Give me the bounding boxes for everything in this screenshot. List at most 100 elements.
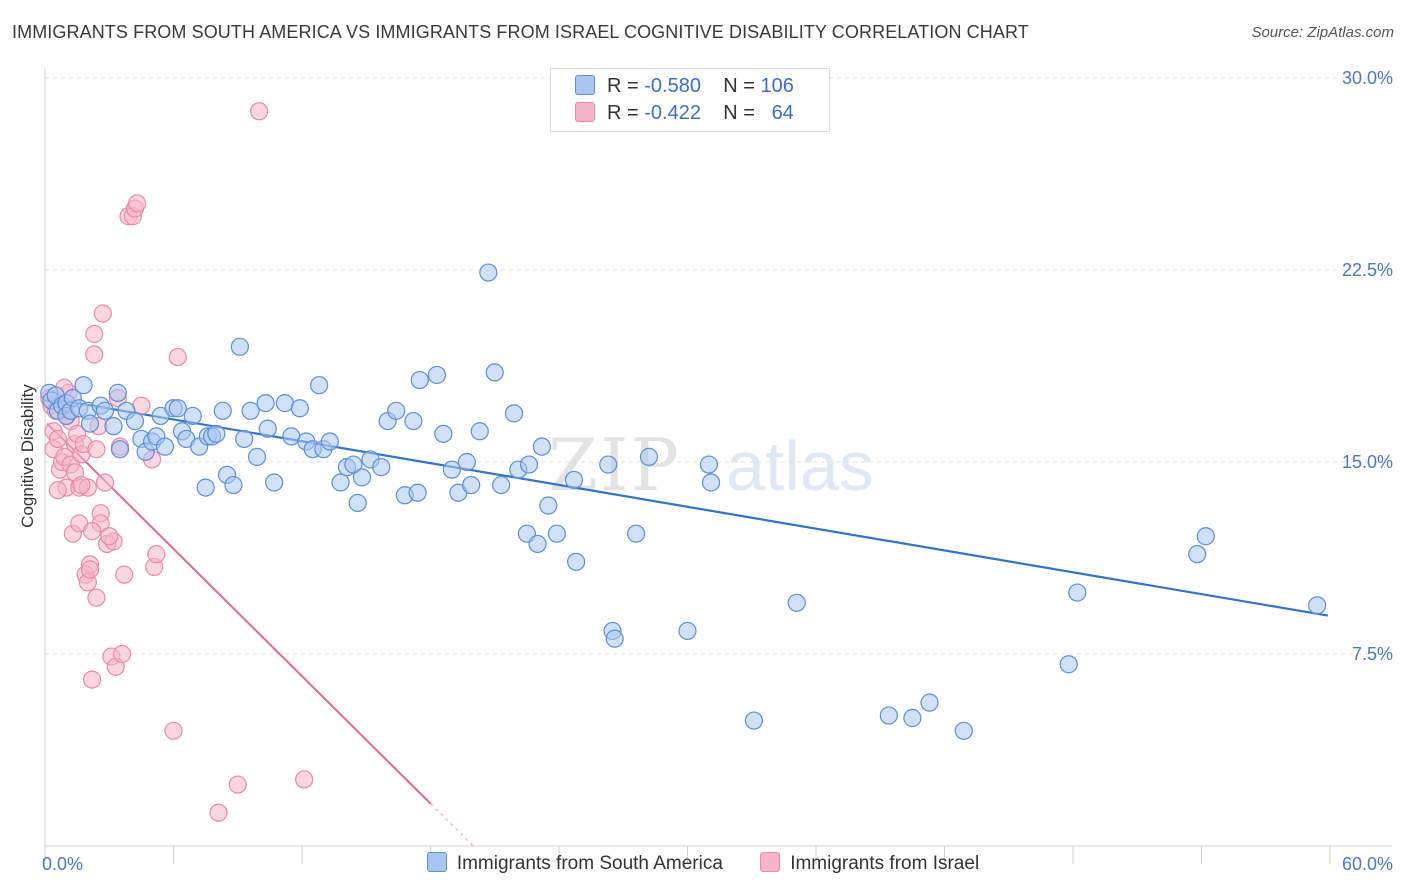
point-israel — [168, 347, 187, 367]
watermark: ZIP atlas — [548, 423, 874, 507]
point-israel — [147, 545, 166, 564]
point-israel — [83, 670, 102, 689]
point-south-america — [532, 437, 551, 456]
point-south-america — [331, 473, 350, 492]
point-israel — [48, 481, 67, 500]
stats-legend: R = -0.580 N = 106 R = -0.422 N = 64 — [550, 68, 830, 132]
point-south-america — [213, 401, 232, 420]
point-south-america — [404, 411, 423, 431]
point-south-america — [95, 401, 115, 420]
point-south-america — [699, 455, 719, 474]
point-south-america — [241, 401, 260, 420]
legend-swatch-south-america — [426, 852, 447, 872]
point-israel — [100, 527, 119, 546]
point-israel — [127, 194, 147, 213]
point-south-america — [256, 394, 275, 413]
y-tick-label: 15.0% — [1342, 452, 1393, 472]
point-south-america — [787, 593, 806, 612]
point-south-america — [427, 365, 447, 385]
legend-swatch-south-america — [575, 75, 595, 95]
legend-label: Immigrants from Israel — [790, 853, 980, 874]
point-south-america — [310, 376, 329, 395]
point-south-america — [639, 447, 659, 466]
point-south-america — [80, 414, 100, 433]
point-south-america — [74, 376, 93, 395]
point-israel — [295, 770, 314, 789]
point-south-america — [196, 478, 215, 497]
point-south-america — [183, 406, 202, 426]
n-label: N = — [723, 102, 755, 124]
point-south-america — [1308, 596, 1327, 615]
point-south-america — [348, 493, 367, 513]
point-israel — [85, 345, 104, 364]
point-south-america — [479, 263, 498, 282]
point-south-america — [701, 473, 721, 492]
point-south-america — [320, 432, 339, 451]
point-south-america — [485, 363, 504, 382]
y-tick-label: 7.5% — [1352, 644, 1393, 664]
point-south-america — [1188, 545, 1207, 564]
point-south-america — [387, 401, 406, 420]
point-south-america — [1196, 527, 1215, 546]
x-tick-label-min: 0.0% — [42, 854, 83, 874]
n-label: N = — [723, 75, 755, 97]
point-south-america — [168, 399, 187, 418]
watermark-atlas: atlas — [726, 427, 874, 505]
point-south-america — [504, 404, 524, 423]
axes — [44, 68, 1392, 864]
point-israel — [87, 588, 106, 607]
point-south-america — [410, 370, 429, 390]
point-south-america — [528, 534, 547, 554]
chart-title: IMMIGRANTS FROM SOUTH AMERICA VS IMMIGRA… — [12, 22, 1029, 42]
point-israel — [93, 304, 112, 323]
point-south-america — [539, 496, 558, 515]
point-south-america — [567, 552, 586, 571]
point-south-america — [108, 383, 127, 402]
point-south-america — [230, 337, 249, 356]
r-value: -0.422 — [644, 102, 701, 124]
r-label: R = — [607, 102, 639, 124]
point-south-america — [110, 440, 130, 459]
point-south-america — [258, 419, 277, 438]
point-israel — [112, 644, 132, 664]
point-south-america — [457, 452, 477, 472]
point-south-america — [442, 460, 462, 479]
legend-swatch-israel — [760, 852, 781, 872]
point-south-america — [235, 429, 254, 449]
point-israel — [80, 560, 100, 579]
point-south-america — [470, 422, 489, 441]
point-israel — [87, 440, 106, 459]
point-south-america — [155, 437, 175, 456]
point-south-america — [462, 475, 481, 495]
point-israel — [83, 522, 102, 541]
point-south-america — [1059, 655, 1078, 674]
x-tick-label-max: 60.0% — [1342, 854, 1393, 874]
stats-legend-row-south-america: R = -0.580 N = 106 — [575, 75, 794, 98]
point-south-america — [352, 468, 372, 487]
point-south-america — [265, 473, 284, 492]
point-south-america — [247, 447, 267, 466]
point-south-america — [125, 411, 145, 431]
series-legend: Immigrants from South America Immigrants… — [0, 852, 1406, 875]
point-south-america — [678, 621, 697, 641]
point-israel — [72, 475, 91, 495]
legend-item-south-america: Immigrants from South America — [426, 852, 723, 875]
point-israel — [48, 429, 67, 449]
source-credit: Source: ZipAtlas.com — [1251, 24, 1394, 41]
stats-legend-row-israel: R = -0.422 N = 64 — [575, 102, 794, 125]
point-south-america — [492, 475, 511, 495]
point-south-america — [920, 693, 939, 712]
point-south-america — [1068, 583, 1087, 602]
point-israel — [228, 775, 247, 794]
trendline-south-america — [46, 396, 1329, 617]
n-value: 106 — [760, 75, 794, 97]
r-value: -0.580 — [644, 75, 701, 97]
point-israel — [209, 803, 228, 822]
axis-ticks: 7.5% 15.0% 22.5% 30.0% 0.0% 60.0% — [42, 68, 1393, 874]
n-value: 64 — [771, 102, 794, 124]
legend-item-israel: Immigrants from Israel — [760, 852, 979, 875]
legend-swatch-israel — [575, 102, 595, 122]
point-south-america — [547, 524, 566, 543]
point-south-america — [744, 711, 763, 730]
